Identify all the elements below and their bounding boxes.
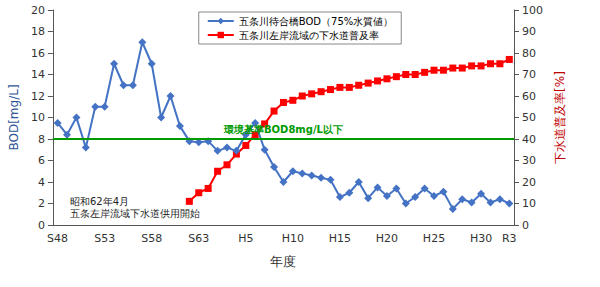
svg-text:50: 50 [522,111,536,124]
svg-text:H30: H30 [470,232,492,245]
svg-text:12: 12 [31,90,45,103]
svg-text:下水道普及率[%]: 下水道普及率[%] [553,71,567,164]
svg-text:H10: H10 [282,232,304,245]
svg-text:14: 14 [31,68,45,81]
svg-text:H20: H20 [376,232,398,245]
svg-text:0: 0 [522,219,529,232]
svg-text:2: 2 [38,197,45,210]
svg-text:16: 16 [31,47,45,60]
svg-text:60: 60 [522,90,536,103]
svg-text:80: 80 [522,47,536,60]
svg-text:30: 30 [522,154,536,167]
svg-text:昭和62年4月: 昭和62年4月 [70,196,129,207]
svg-text:90: 90 [522,25,536,38]
svg-text:H5: H5 [238,232,253,245]
svg-text:40: 40 [522,133,536,146]
svg-text:S63: S63 [188,232,209,245]
svg-text:五条川待合橋BOD（75%水質値）: 五条川待合橋BOD（75%水質値） [239,16,393,27]
svg-text:100: 100 [522,4,543,17]
svg-text:20: 20 [31,4,45,17]
svg-text:4: 4 [38,176,45,189]
svg-text:S53: S53 [94,232,115,245]
svg-text:H25: H25 [423,232,445,245]
svg-text:S48: S48 [47,232,68,245]
svg-text:20: 20 [522,176,536,189]
svg-text:五条川左岸流域の下水道普及率: 五条川左岸流域の下水道普及率 [239,30,379,41]
svg-text:H15: H15 [329,232,351,245]
svg-text:10: 10 [522,197,536,210]
svg-text:年度: 年度 [270,254,296,269]
svg-text:8: 8 [38,133,45,146]
svg-text:S58: S58 [141,232,162,245]
svg-text:0: 0 [38,219,45,232]
svg-text:五条左岸流域下水道供用開始: 五条左岸流域下水道供用開始 [70,208,200,219]
svg-text:10: 10 [31,111,45,124]
svg-text:70: 70 [522,68,536,81]
svg-text:18: 18 [31,25,45,38]
svg-text:6: 6 [38,154,45,167]
svg-text:R3: R3 [502,232,517,245]
svg-text:BOD[mg/L]: BOD[mg/L] [7,84,21,150]
svg-text:環境基準BOD8mg/L以下: 環境基準BOD8mg/L以下 [223,124,343,135]
